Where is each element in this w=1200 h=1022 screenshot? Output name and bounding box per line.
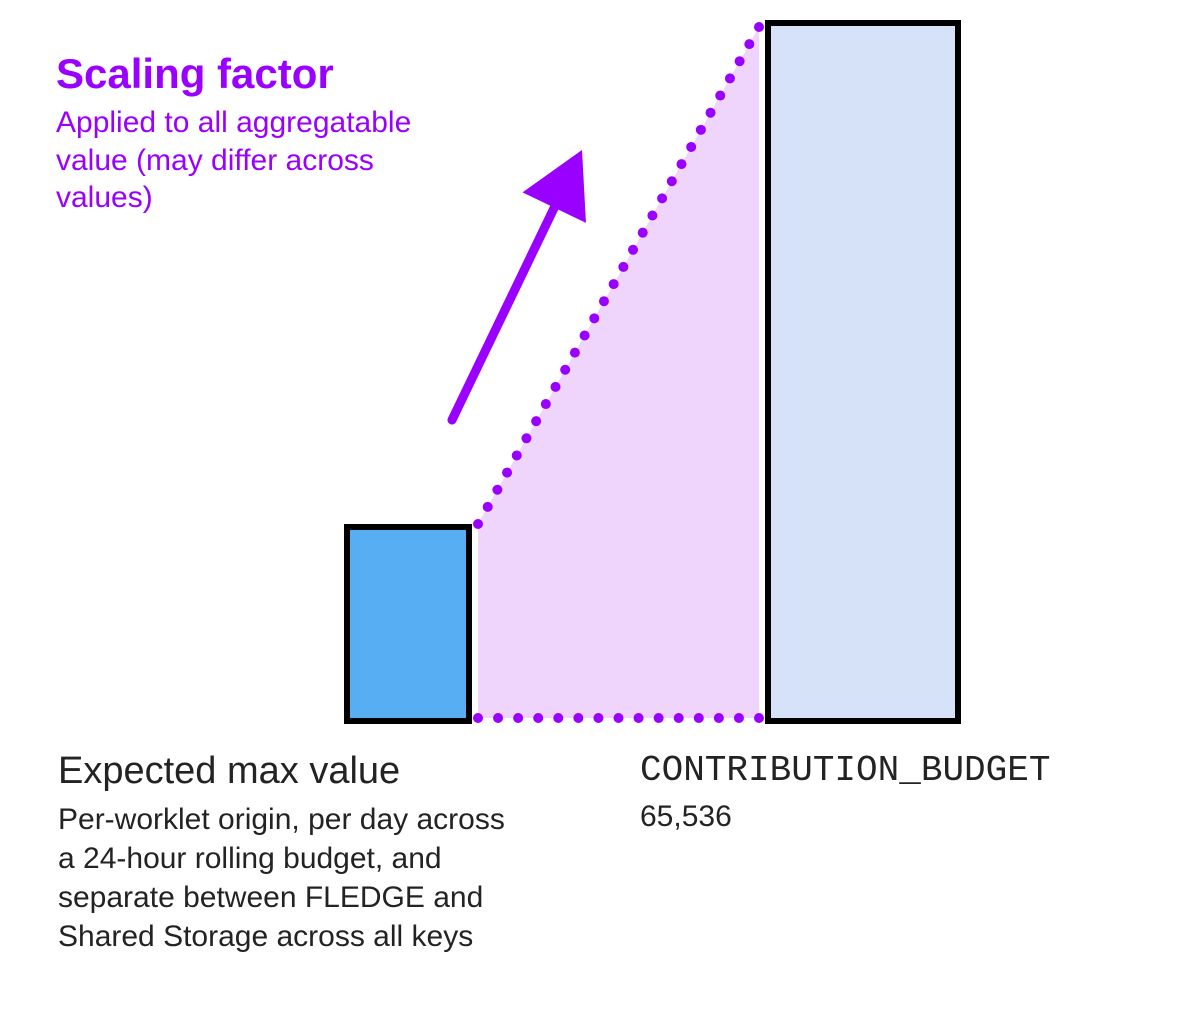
expected-max-heading: Expected max value: [58, 748, 518, 796]
diagram-canvas: Scaling factor Applied to all aggregatab…: [0, 0, 1200, 1022]
contribution-budget-bar: [765, 20, 961, 724]
contribution-budget-value: 65,536: [640, 797, 1180, 836]
scaling-factor-block: Scaling factor Applied to all aggregatab…: [56, 50, 456, 217]
expected-max-body: Per-worklet origin, per day across a 24-…: [58, 800, 518, 956]
contribution-budget-heading: CONTRIBUTION_BUDGET: [640, 748, 1180, 793]
scaling-factor-title: Scaling factor: [56, 50, 456, 98]
scaling-arrow-icon: [452, 150, 586, 420]
expected-max-label: Expected max value Per-worklet origin, p…: [58, 748, 518, 956]
expected-max-bar: [344, 524, 472, 724]
scaling-trapezoid: [478, 27, 759, 718]
scaling-factor-subtitle: Applied to all aggregatable value (may d…: [56, 104, 456, 217]
contribution-budget-label: CONTRIBUTION_BUDGET 65,536: [640, 748, 1180, 836]
scaling-trapezoid-border: [473, 22, 764, 723]
